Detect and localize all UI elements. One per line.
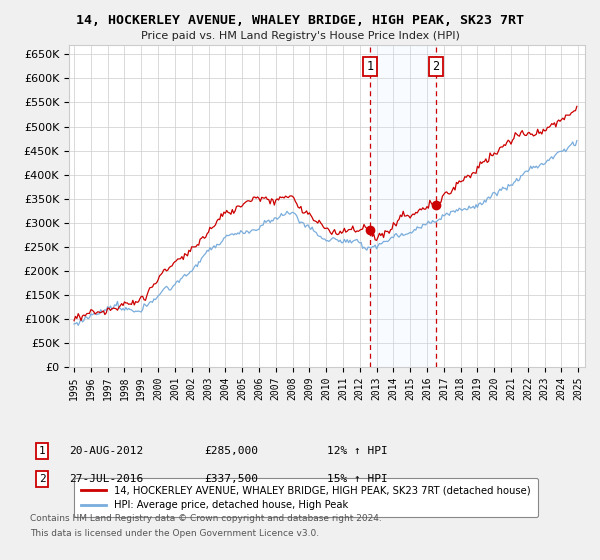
Text: 2: 2 — [433, 60, 440, 73]
Text: £337,500: £337,500 — [204, 474, 258, 484]
Text: Price paid vs. HM Land Registry's House Price Index (HPI): Price paid vs. HM Land Registry's House … — [140, 31, 460, 41]
Bar — [370, 45, 436, 367]
Text: Contains HM Land Registry data © Crown copyright and database right 2024.: Contains HM Land Registry data © Crown c… — [30, 514, 382, 523]
Text: £285,000: £285,000 — [204, 446, 258, 456]
Legend: 14, HOCKERLEY AVENUE, WHALEY BRIDGE, HIGH PEAK, SK23 7RT (detached house), HPI: : 14, HOCKERLEY AVENUE, WHALEY BRIDGE, HIG… — [74, 478, 538, 517]
Text: 14, HOCKERLEY AVENUE, WHALEY BRIDGE, HIGH PEAK, SK23 7RT: 14, HOCKERLEY AVENUE, WHALEY BRIDGE, HIG… — [76, 14, 524, 27]
Text: 27-JUL-2016: 27-JUL-2016 — [69, 474, 143, 484]
Text: 15% ↑ HPI: 15% ↑ HPI — [327, 474, 388, 484]
Text: 2: 2 — [38, 474, 46, 484]
Text: 1: 1 — [367, 60, 374, 73]
Text: 1: 1 — [38, 446, 46, 456]
Text: This data is licensed under the Open Government Licence v3.0.: This data is licensed under the Open Gov… — [30, 529, 319, 538]
Text: 20-AUG-2012: 20-AUG-2012 — [69, 446, 143, 456]
Text: 12% ↑ HPI: 12% ↑ HPI — [327, 446, 388, 456]
